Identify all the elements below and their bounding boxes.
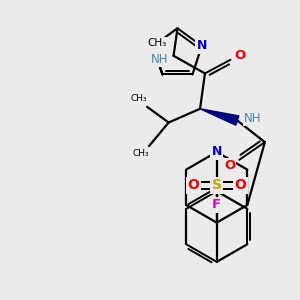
Text: NH: NH [151,53,169,66]
Text: CH₃: CH₃ [133,149,149,158]
Text: NH: NH [244,112,262,125]
Text: S: S [149,39,158,52]
Text: O: O [187,178,199,192]
Text: F: F [212,199,221,212]
Text: N: N [196,39,207,52]
Text: S: S [212,178,222,192]
Text: O: O [234,178,246,192]
Text: O: O [235,49,246,62]
Text: N: N [212,146,222,158]
Text: O: O [224,159,235,172]
Polygon shape [200,109,239,125]
Text: CH₃: CH₃ [131,94,148,103]
Text: CH₃: CH₃ [147,38,166,48]
